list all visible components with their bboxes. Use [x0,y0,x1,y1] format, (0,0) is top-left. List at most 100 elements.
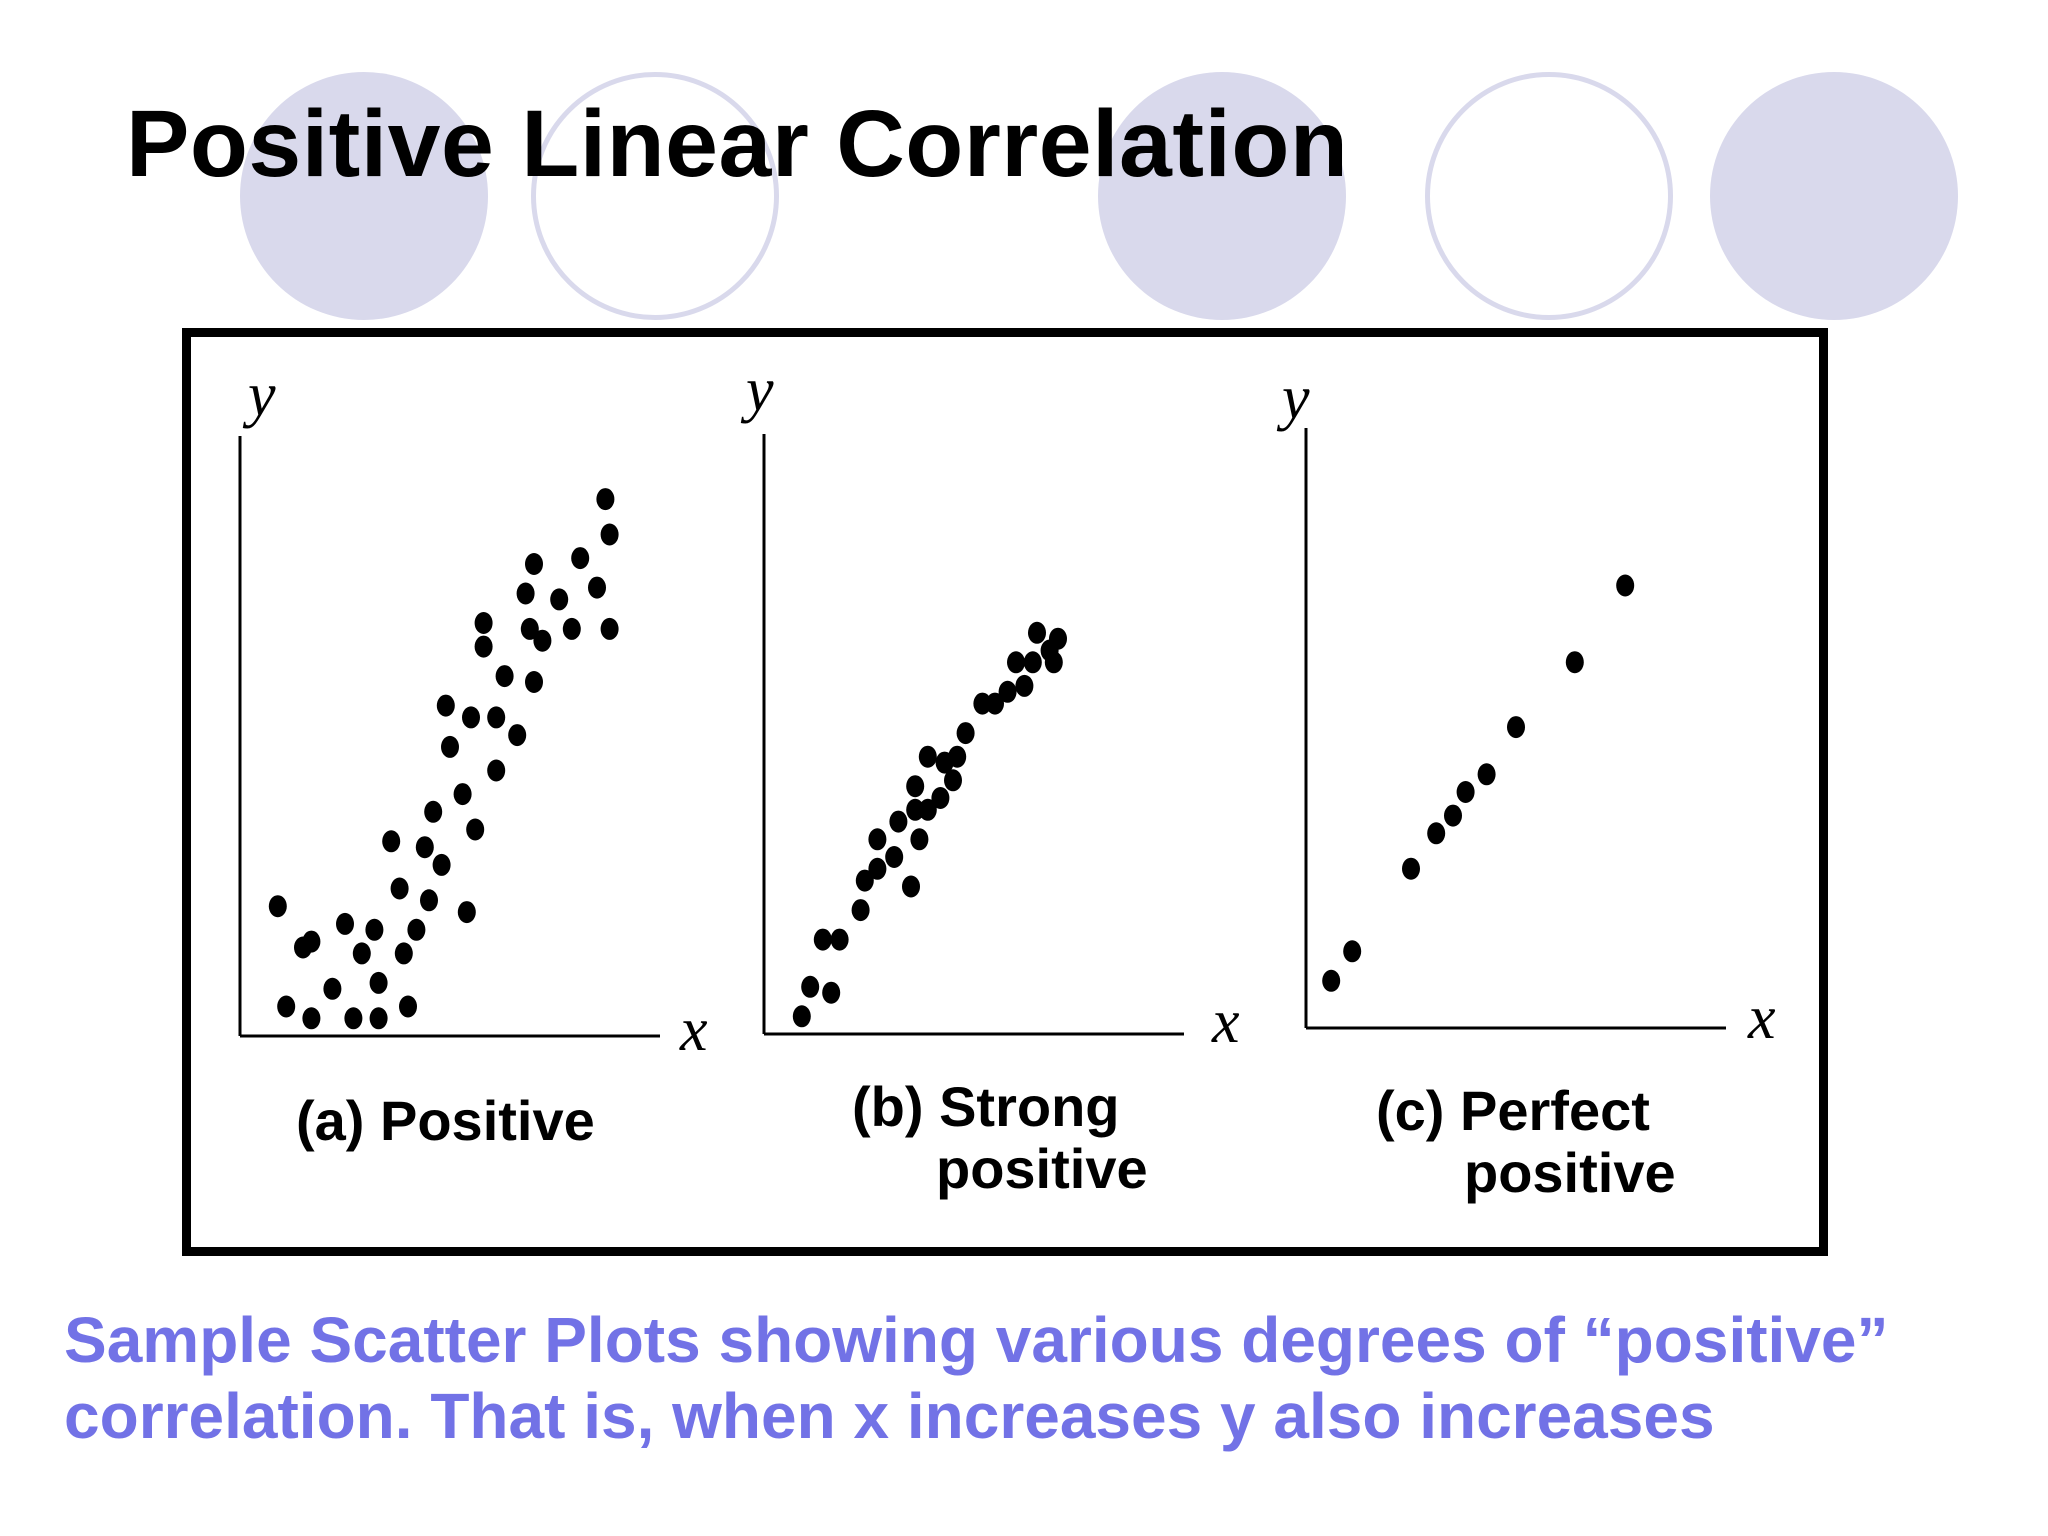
panel-a-data-point [508,724,527,747]
panel-b-data-point [906,798,925,821]
panel-b-data-point [918,798,937,821]
panel-a-data-point [436,694,455,717]
panel-b-data-point [822,981,841,1004]
panel-a-data-point [382,830,401,853]
slide-caption: Sample Scatter Plots showing various deg… [64,1302,1889,1454]
panel-a-data-point [394,942,413,965]
panel-a-data-point [369,1007,388,1030]
panel-b-caption-line2: positive [936,1137,1148,1200]
panel-b-data-point [956,722,975,745]
panel-b-data-point [855,869,874,892]
panel-c-data-point [1477,763,1496,786]
panel-a-data-point [487,759,506,782]
decor-circle-3 [1098,72,1346,320]
panel-c-data-point [1427,822,1446,845]
panel-b-data-point [868,857,887,880]
panel-a-data-point [336,912,354,935]
panel-c-data-point [1616,574,1635,597]
slide-title: Positive Linear Correlation [126,91,1349,197]
panel-a-data-point [520,617,539,640]
panel-a-x-label: x [679,996,708,1064]
panel-b-data-point [1049,627,1067,650]
panel-a-data-point [420,889,438,912]
panel-a-data-point [525,671,543,693]
panel-b-data-point [801,975,820,998]
panel-a-data-point [466,818,485,841]
panel-b-data-point [986,692,1004,715]
panel-b-caption: (b) Strong positive [852,1076,1148,1200]
panel-b-data-point [830,928,849,951]
panel-b-y-label: y [740,356,774,424]
panel-a-data-point [462,706,480,729]
panel-b-x-label: x [1211,988,1240,1056]
panel-a-data-point [352,942,371,965]
panel-a-data-point [407,918,426,941]
panel-b-data-point [906,775,925,798]
panel-a-data-point [415,836,434,859]
panel-b-data-point [910,828,929,851]
panel-a-data-point [432,853,451,876]
panel-c-caption-line1: (c) Perfect [1376,1079,1650,1142]
panel-a-data-point [550,588,569,611]
panel-c-data-point [1507,716,1525,739]
panel-b-data-point [918,745,937,768]
panel-b-data-point [1044,651,1063,674]
decor-circle-2 [531,72,779,320]
panel-a-data-point [596,488,615,511]
panel-c-data-point [1565,651,1584,674]
panel-b-data-point [944,769,962,792]
panel-a-data-point [424,800,443,823]
panel-c-data-point [1343,940,1362,963]
panel-c-data-point [1444,804,1462,827]
slide-caption-line1: Sample Scatter Plots showing various deg… [64,1304,1889,1376]
panel-a-data-point [474,612,493,634]
panel-a-data-point [487,706,506,729]
panel-a-data-point [600,617,619,640]
slide-caption-line2: correlation. That is, when x increases y… [64,1380,1715,1452]
panel-a-data-point [562,617,581,640]
panel-a-data-point [399,995,417,1018]
panel-a-data-point [302,930,321,953]
panel-c-data-point [1322,969,1341,992]
panel-c-caption: (c) Perfect positive [1376,1080,1676,1204]
panel-a-data-point [525,553,543,575]
panel-b-data-point [1028,621,1046,644]
panel-a-data-point [441,735,459,758]
panel-a-data-point [344,1007,363,1030]
panel-b-data-point [998,680,1017,703]
panel-a-caption-line1: (a) Positive [296,1089,595,1152]
panel-b-caption-line1: (b) Strong [852,1075,1120,1138]
panel-b-data-point [973,692,992,715]
panel-b-data-point [902,875,920,898]
panel-c-x-label: x [1747,984,1776,1052]
panel-a-y-label: y [242,361,276,429]
panel-a-data-point [495,665,514,688]
panel-a-data-point [516,582,535,605]
panel-a-data-point [369,971,388,994]
panel-b-data-point [948,745,967,768]
panel-b-data-point [813,928,832,951]
panel-b-data-point [868,828,887,851]
panel-a-data-point [474,635,493,658]
decor-circle-4 [1425,72,1673,320]
panel-a-data-point [588,576,606,599]
panel-a-data-point [302,1007,321,1030]
panel-c-caption-line2: positive [1464,1141,1676,1204]
panel-a-data-point [571,547,590,570]
panel-b-data-point [1007,651,1025,674]
panel-b-data-point [889,810,908,833]
panel-a-data-point [390,877,409,900]
panel-a-data-point [600,523,619,546]
panel-b-data-point [792,1005,811,1028]
panel-a-data-point [533,629,552,652]
panel-a-data-point [453,783,472,806]
panel-b-data-point [885,846,904,868]
panel-c-data-point [1456,781,1475,803]
panel-a-data-point [365,918,384,941]
panel-a-caption: (a) Positive [296,1090,595,1152]
decor-circle-1 [240,72,488,320]
panel-a-data-point [277,995,296,1018]
panel-b-data-point [931,787,950,809]
panel-c-data-point [1402,857,1420,880]
